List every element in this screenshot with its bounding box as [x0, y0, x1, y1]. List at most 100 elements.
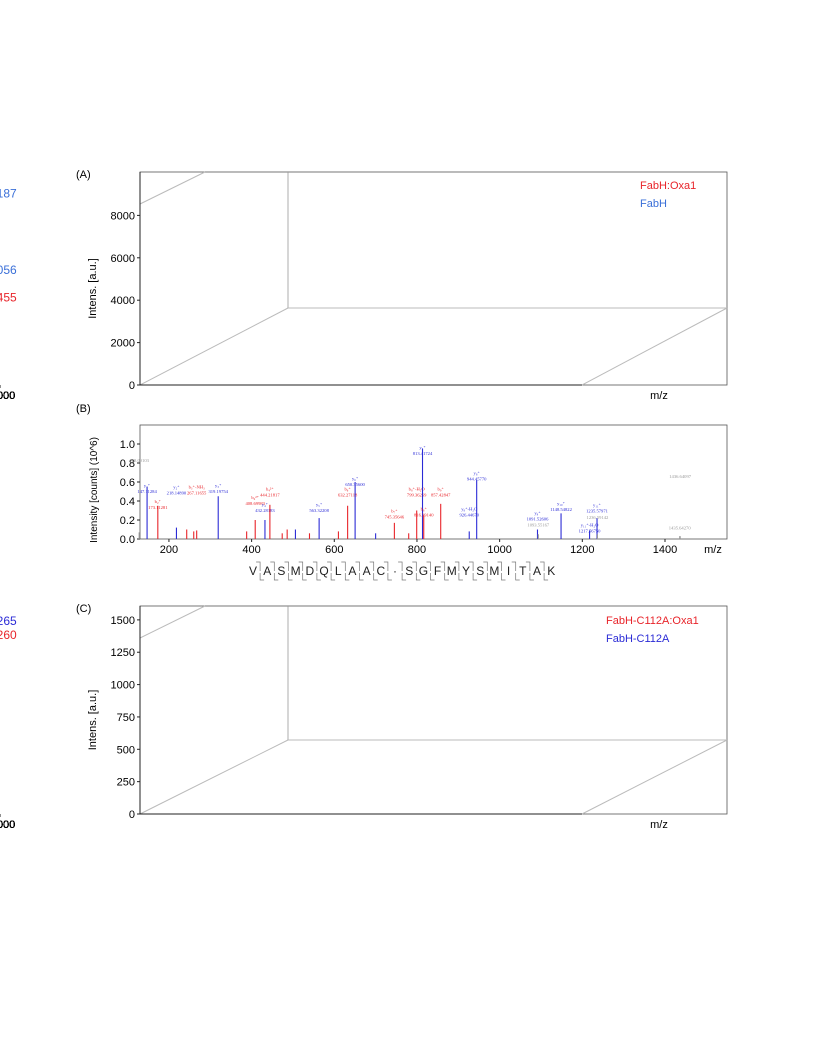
fragment-bracket: [330, 573, 336, 581]
peak-annotation-line: y₆⁺: [352, 476, 359, 481]
x-tick-label: 38000: [0, 819, 15, 831]
panel-c: (C) 300003200034000360003800040000420004…: [0, 603, 728, 831]
fragment-bracket: [387, 573, 392, 581]
peak-annotation: y₈⁺-H₂O 926.44670: [459, 507, 479, 518]
x-tick-label: 42000: [0, 819, 15, 831]
peak-annotation-line: y₁₁⁺: [593, 503, 601, 508]
y-tick-label: 500: [117, 744, 135, 756]
fragment-bracket: [284, 561, 289, 571]
fragment-bracket: [369, 561, 375, 571]
panel-b-label: (B): [76, 403, 91, 415]
x-axis-title: m/z: [704, 544, 722, 556]
fragment-bracket: [383, 561, 389, 571]
sequence-residue: M: [489, 564, 499, 578]
y-tick-label: 250: [117, 777, 135, 789]
x-tick-label: 34000: [0, 819, 15, 831]
peak-annotation-line: 218.14890: [167, 491, 187, 496]
peak-annotation-line: y₈⁺: [474, 470, 481, 475]
peak-annotation: b₂⁺ 173.11281: [148, 499, 168, 510]
fragment-bracket: [302, 573, 307, 581]
sequence-residue: D: [305, 564, 314, 578]
fragment-bracket: [486, 573, 492, 581]
legend-entry: FabH:Oxa1: [640, 180, 696, 192]
x-tick-label: 34000: [0, 390, 15, 402]
perspective-line: [139, 605, 206, 639]
y-axis-title: Intens. [a.u.]: [87, 258, 99, 319]
perspective-line: [139, 307, 289, 386]
peak-annotation: y₈⁺ 944.45770: [467, 470, 487, 481]
peak-annotation: b₃⁺-NH₃ 267.11655: [187, 485, 207, 496]
peak-annotation: y₆⁺ 650.35600: [345, 476, 365, 487]
fragment-bracket: [483, 561, 488, 571]
fragment-bracket: [440, 561, 446, 571]
panel-a-label: (A): [76, 169, 91, 181]
peak-annotation-line: y₈⁺-H₂O: [461, 507, 478, 512]
perspective-line: [581, 307, 728, 386]
peak-annotation: 128.09103: [129, 458, 149, 463]
peak-annotation-line: 267.11655: [187, 491, 207, 496]
peak-annotation-line: 444.21817: [260, 493, 280, 498]
x-tick-label: 30000: [0, 819, 15, 831]
peak-annotation: 1436.64097: [669, 474, 692, 479]
peak-annotation-line: 816.39140: [414, 513, 434, 518]
peak-annotation-line: y₉⁺: [534, 510, 541, 515]
peak-annotation-line: 1091.52606: [527, 516, 550, 521]
fragment-bracket: [543, 573, 549, 581]
x-tick-label: 32000: [0, 819, 15, 831]
fragment-bracket: [444, 573, 449, 581]
sequence-residue: F: [434, 564, 441, 578]
fragment-bracket: [355, 561, 360, 571]
y-tick-label: 1250: [111, 647, 135, 659]
legend-entry: FabH: [640, 198, 667, 210]
fragment-bracket: [469, 561, 474, 571]
x-axis-title: m/z: [650, 819, 668, 831]
peak-annotation-line: 650.35600: [345, 482, 365, 487]
fragment-bracket: [472, 573, 478, 581]
panel-c-label: (C): [76, 603, 91, 615]
y-tick-label: 750: [117, 712, 135, 724]
x-tick-label: 44000: [0, 390, 15, 402]
peak-annotation: y₇⁺ 813.41724: [413, 445, 433, 456]
fragment-bracket: [515, 573, 520, 581]
y-tick-label: 0.2: [120, 515, 135, 527]
fragment-bracket: [359, 573, 364, 581]
peak-label: 37056: [0, 263, 17, 277]
x-tick-label: 36000: [0, 819, 15, 831]
peak-label: 36455: [0, 291, 17, 305]
peak-annotation-line: 799.36269: [407, 493, 427, 498]
peak-annotation: b₈⁺ 816.39140: [414, 507, 434, 518]
peak-annotation-line: y₁₁⁺-H₂O: [581, 523, 599, 528]
panel-a: (A) 300003200034000360003800040000420004…: [0, 169, 728, 402]
x-tick-label: 1400: [653, 544, 677, 556]
fragment-bracket: [344, 573, 350, 581]
x-tick-label: 1200: [570, 544, 594, 556]
peak-annotation: 1236.59142: [587, 515, 610, 520]
fragment-bracket: [426, 561, 431, 571]
peak-annotation: y₁₁⁺ 1235.57971: [586, 503, 609, 514]
peak-annotation-line: b₈⁺: [421, 507, 428, 512]
fragment-bracket: [256, 561, 261, 571]
peak-annotation-line: 1217.56750: [579, 529, 602, 534]
peak-annotation-line: b₈⁺-H₂O: [409, 487, 426, 492]
peak-label: 36187: [0, 187, 17, 201]
fragment-bracket: [298, 561, 304, 571]
fragment-bracket: [270, 561, 275, 571]
peak-annotation-line: 857.42847: [431, 493, 451, 498]
x-tick-label: 44000: [0, 819, 15, 831]
sequence-residue: A: [363, 564, 371, 578]
sequence-residue: M: [291, 564, 301, 578]
y-tick-label: 1500: [111, 615, 135, 627]
peak-annotation: y₉⁺ 1091.52606: [527, 510, 550, 521]
x-tick-label: 32000: [0, 390, 15, 402]
peak-annotation: y₅⁺ 563.32208: [309, 502, 329, 513]
fragment-bracket: [529, 573, 534, 581]
y-tick-label: 0.4: [120, 496, 135, 508]
sequence-residue: A: [263, 564, 271, 578]
peak-annotation-line: b₄²⁺: [251, 495, 259, 500]
y-tick-label: 2000: [111, 338, 135, 350]
sequence-residue: ·: [393, 564, 397, 578]
sequence-residue: Y: [462, 564, 470, 578]
peak-annotation-line: y₃⁺: [215, 483, 222, 488]
peak-annotation-line: b₄²⁺: [266, 487, 274, 492]
fragment-bracket: [540, 561, 545, 571]
